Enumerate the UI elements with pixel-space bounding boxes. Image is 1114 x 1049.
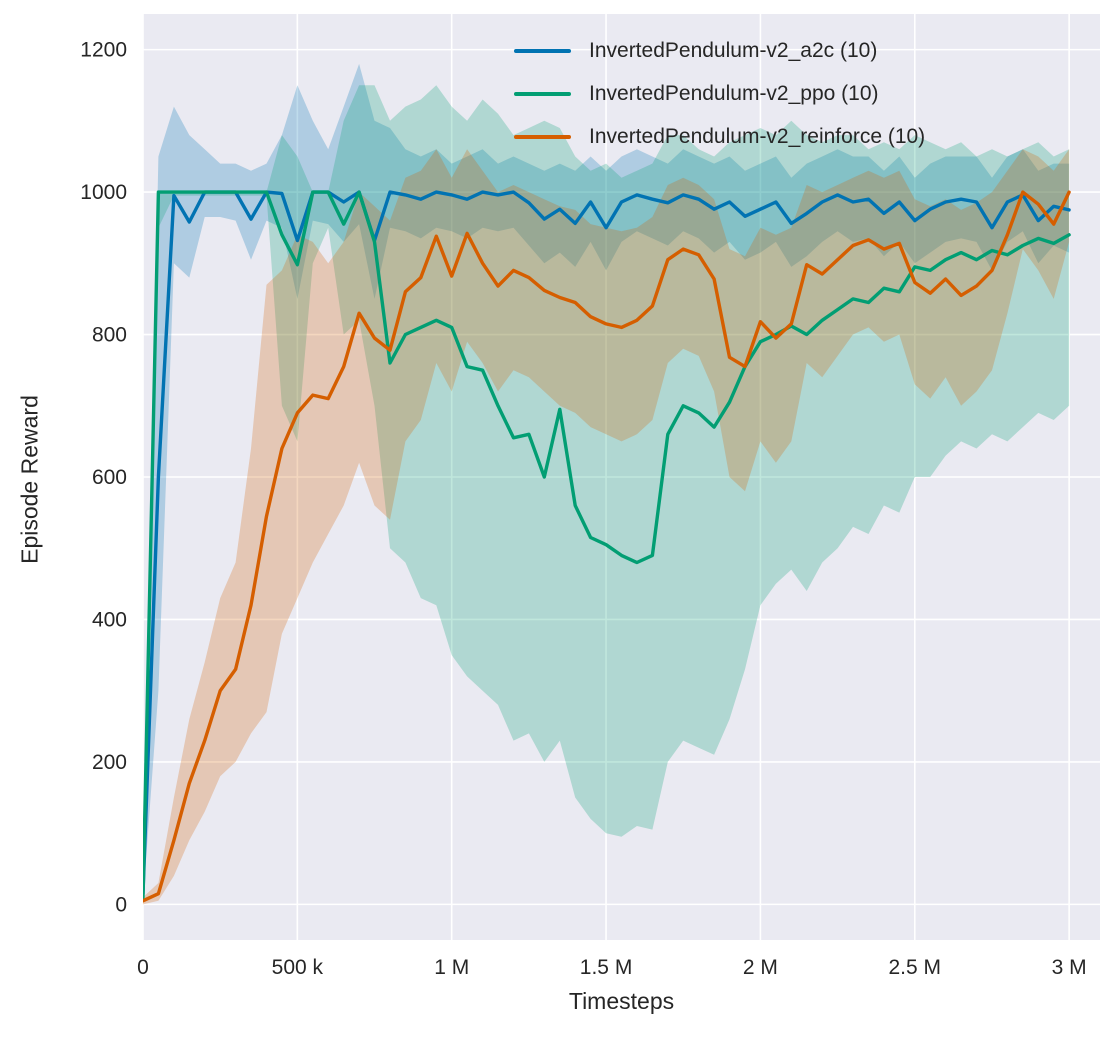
line-series-0: [143, 190, 1071, 896]
y-axis-label: Episode Reward: [16, 395, 43, 564]
gridlines: [142, 14, 1100, 940]
x-axis-label: Timesteps: [568, 988, 675, 1014]
x-tick-labels: 0 500 k 1 M 1.5 M 2 M 2.5 M 3 M: [137, 956, 1086, 979]
legend-item-reinforce: InvertedPendulum-v2_reinforce (10): [514, 122, 925, 152]
x-tick-3 M: 3 M: [1052, 956, 1087, 979]
legend-line-a2c-icon: [514, 48, 571, 54]
y-tick-200: 200: [92, 751, 127, 774]
y-tick-800: 800: [92, 324, 127, 347]
y-tick-1000: 1000: [80, 181, 127, 204]
y-tick-1200: 1200: [80, 39, 127, 62]
legend-line-ppo-icon: [514, 91, 571, 97]
y-tick-0: 0: [115, 893, 127, 916]
x-tick-1.5 M: 1.5 M: [580, 956, 633, 979]
line-series-2: [143, 190, 1071, 903]
x-tick-0: 0: [137, 956, 149, 979]
x-tick-2 M: 2 M: [743, 956, 778, 979]
legend-label-ppo: InvertedPendulum-v2_ppo (10): [589, 82, 879, 105]
legend: InvertedPendulum-v2_a2c (10) InvertedPen…: [514, 36, 925, 152]
legend-label-a2c: InvertedPendulum-v2_a2c (10): [589, 39, 878, 62]
x-tick-1 M: 1 M: [434, 956, 469, 979]
x-tick-500 k: 500 k: [272, 956, 324, 979]
legend-item-ppo: InvertedPendulum-v2_ppo (10): [514, 79, 925, 109]
y-tick-labels: 0 200 400 600 800 1000 1200: [80, 39, 127, 917]
y-tick-600: 600: [92, 466, 127, 489]
legend-item-a2c: InvertedPendulum-v2_a2c (10): [514, 36, 925, 66]
mean-lines: [143, 190, 1071, 903]
x-tick-2.5 M: 2.5 M: [889, 956, 942, 979]
y-tick-400: 400: [92, 608, 127, 631]
legend-label-reinforce: InvertedPendulum-v2_reinforce (10): [589, 125, 926, 148]
line-series-1: [143, 190, 1071, 899]
band-series-0: [143, 63, 1070, 901]
band-series-1: [143, 85, 1070, 901]
legend-line-reinforce-icon: [514, 134, 571, 140]
